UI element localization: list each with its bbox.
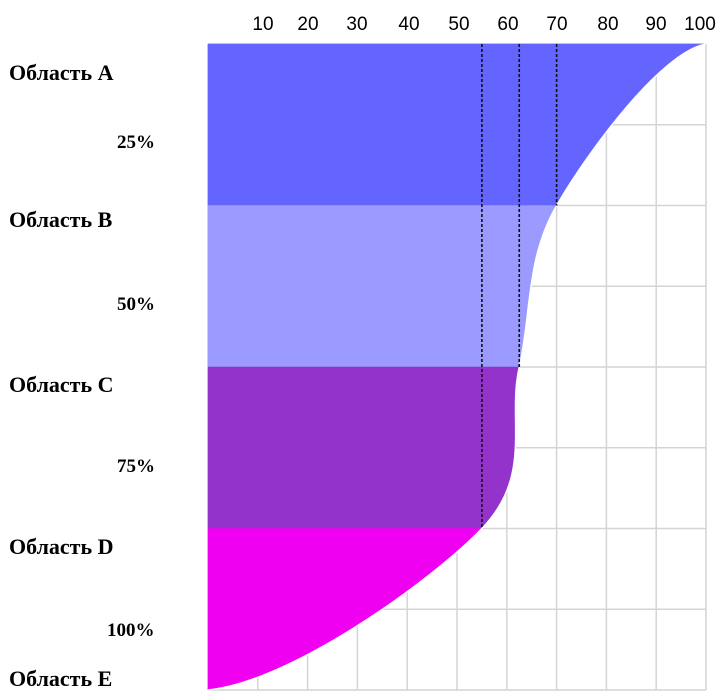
x-tick-label: 50 <box>448 14 469 35</box>
x-tick-label: 80 <box>597 14 618 35</box>
x-tick-label: 10 <box>252 14 273 35</box>
x-tick-label: 40 <box>398 14 419 35</box>
x-tick-label: 70 <box>546 14 567 35</box>
row-labels: Область A Область B Область C Область D … <box>9 60 114 691</box>
reference-lines <box>481 44 558 529</box>
x-tick-label: 100 <box>684 14 716 35</box>
percent-label-100: 100% <box>107 620 155 641</box>
x-tick-label: 90 <box>645 14 666 35</box>
percent-label-50: 50% <box>117 294 155 315</box>
x-tick-label: 30 <box>346 14 367 35</box>
curve-line <box>207 43 707 691</box>
band-2 <box>207 205 558 368</box>
percent-label-25: 25% <box>117 132 155 153</box>
row-label-b: Область B <box>9 207 113 232</box>
x-tick-labels: 10 20 30 40 50 60 70 80 90 100 <box>252 14 715 35</box>
band-3 <box>207 366 520 529</box>
row-label-c: Область C <box>9 372 114 397</box>
row-label-d: Область D <box>9 534 114 559</box>
percent-labels: 25% 50% 75% 100% <box>107 132 155 641</box>
row-label-e: Область E <box>9 666 112 691</box>
row-label-a: Область A <box>9 60 114 85</box>
x-tick-label: 20 <box>297 14 318 35</box>
x-tick-label: 60 <box>497 14 518 35</box>
percent-label-75: 75% <box>117 456 155 477</box>
